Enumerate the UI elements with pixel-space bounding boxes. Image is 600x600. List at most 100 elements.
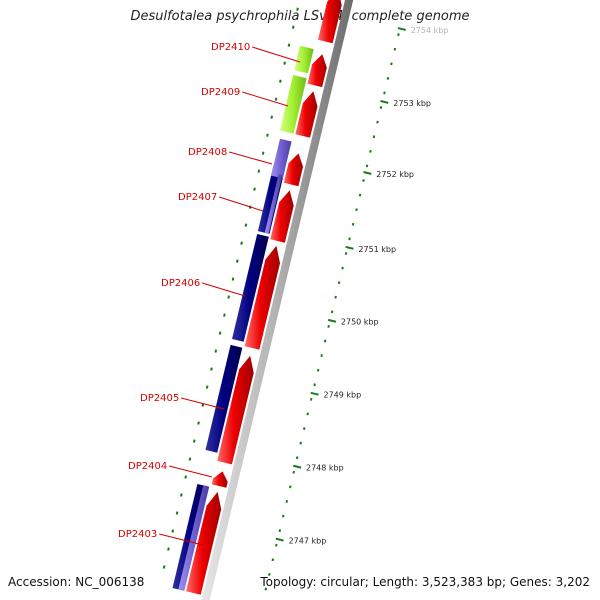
scale-minor-tick bbox=[355, 208, 358, 212]
gene-leader-line bbox=[252, 46, 301, 63]
inner-tick bbox=[162, 565, 166, 569]
inner-tick bbox=[210, 367, 213, 371]
gene-leader-line bbox=[242, 91, 289, 107]
gene-label[interactable]: DP2406 bbox=[161, 278, 200, 289]
genome-backbone bbox=[201, 0, 354, 600]
gene-label[interactable]: DP2410 bbox=[211, 42, 250, 53]
gene-label[interactable]: DP2408 bbox=[188, 147, 227, 158]
inner-tick bbox=[261, 151, 265, 155]
reverse-cds-block bbox=[232, 234, 269, 342]
gene-leader-line bbox=[159, 533, 204, 546]
scale-major-tick bbox=[345, 245, 354, 250]
inner-tick bbox=[167, 547, 170, 551]
scale-minor-tick bbox=[302, 427, 306, 430]
scale-minor-tick bbox=[268, 572, 271, 576]
scale-minor-tick bbox=[299, 441, 302, 445]
forward-cds-arrow bbox=[211, 471, 228, 488]
scale-minor-tick bbox=[386, 76, 390, 80]
scale-tick-label: 2748 kbp bbox=[306, 464, 344, 473]
inner-tick bbox=[184, 475, 187, 479]
scale-minor-tick bbox=[379, 106, 383, 110]
forward-cds-arrow bbox=[318, 0, 342, 44]
scale-minor-tick bbox=[313, 383, 316, 387]
inner-tick bbox=[266, 133, 269, 137]
inner-tick bbox=[218, 331, 222, 335]
inner-tick bbox=[253, 187, 256, 191]
inner-tick bbox=[240, 241, 243, 245]
inner-tick bbox=[171, 529, 175, 533]
inner-tick bbox=[296, 7, 299, 11]
genome-summary-text: Topology: circular; Length: 3,523,383 bp… bbox=[260, 575, 590, 589]
inner-tick bbox=[192, 439, 196, 443]
forward-cds-arrow bbox=[283, 153, 303, 187]
scale-minor-tick bbox=[397, 33, 400, 37]
scale-minor-tick bbox=[341, 266, 344, 270]
lime-feature-block bbox=[294, 45, 314, 74]
gene-leader-line bbox=[169, 465, 213, 478]
scale-minor-tick bbox=[275, 543, 278, 547]
inner-tick bbox=[257, 169, 261, 173]
inner-tick bbox=[223, 313, 226, 317]
gene-labels: DP2410 DP2409 DP2408 DP2407 DP2406 DP2405 DP24… bbox=[118, 42, 301, 546]
scale-minor-tick bbox=[306, 412, 309, 416]
scale-minor-tick bbox=[320, 354, 323, 358]
gene-leader-line bbox=[219, 196, 264, 212]
violet-feature-block bbox=[271, 138, 292, 179]
violet-feature-stripe bbox=[264, 174, 283, 234]
gene-label[interactable]: DP2407 bbox=[178, 192, 217, 203]
inner-tick bbox=[235, 259, 239, 263]
scale-minor-tick bbox=[393, 47, 397, 51]
scale-minor-tick bbox=[264, 587, 268, 591]
inner-tick bbox=[231, 277, 235, 281]
gene-label[interactable]: DP2409 bbox=[201, 87, 240, 98]
scale-minor-tick bbox=[348, 237, 351, 241]
scale-ticks: 2754 kbp 2753 kbp 2752 kbp 2751 kbp 2750 kbp… bbox=[162, 7, 448, 591]
forward-cds-arrow bbox=[307, 54, 327, 88]
inner-tick bbox=[188, 457, 192, 461]
scale-minor-tick bbox=[330, 310, 334, 314]
scale-minor-tick bbox=[288, 485, 292, 489]
scale-tick-label: 2753 kbp bbox=[393, 99, 431, 108]
scale-minor-tick bbox=[278, 529, 282, 533]
map-title: Desulfotalea psychrophila LSv54, complet… bbox=[130, 9, 470, 24]
scale-minor-tick bbox=[372, 135, 376, 139]
inner-tick bbox=[287, 43, 291, 47]
gene-label[interactable]: DP2404 bbox=[128, 461, 167, 472]
scale-minor-tick bbox=[285, 500, 289, 503]
inner-tick bbox=[270, 115, 274, 119]
gene-leader-line bbox=[229, 151, 273, 165]
scale-tick-label: 2751 kbp bbox=[358, 245, 396, 254]
scale-tick-label: 2749 kbp bbox=[324, 391, 362, 400]
gene-leader-line bbox=[202, 282, 246, 297]
scale-major-tick bbox=[363, 171, 372, 175]
scale-major-tick bbox=[310, 391, 319, 396]
scale-minor-tick bbox=[358, 193, 362, 197]
inner-tick bbox=[283, 61, 286, 65]
scale-minor-tick bbox=[365, 164, 369, 168]
forward-cds-arrow bbox=[295, 91, 318, 138]
accession-text: Accession: NC_006138 bbox=[8, 575, 145, 589]
forward-cds-arrow bbox=[270, 190, 294, 243]
scale-minor-tick bbox=[362, 179, 365, 182]
inner-tick bbox=[274, 97, 278, 101]
inner-tick bbox=[205, 385, 209, 389]
gene-leader-line bbox=[181, 397, 225, 410]
gene-label[interactable]: DP2403 bbox=[118, 529, 157, 540]
scale-minor-tick bbox=[295, 456, 299, 460]
scale-minor-tick bbox=[271, 558, 275, 562]
inner-tick bbox=[227, 295, 231, 299]
inner-tick bbox=[244, 223, 248, 227]
scale-minor-tick bbox=[323, 339, 327, 343]
scale-minor-tick bbox=[383, 91, 386, 95]
inner-tick bbox=[214, 349, 218, 353]
gene-label[interactable]: DP2405 bbox=[140, 393, 179, 404]
lime-feature-block bbox=[279, 75, 307, 134]
scale-minor-tick bbox=[369, 149, 372, 153]
scale-minor-tick bbox=[334, 295, 337, 299]
scale-major-tick bbox=[275, 537, 284, 542]
scale-minor-tick bbox=[316, 368, 320, 372]
scale-tick-label: 2747 kbp bbox=[289, 537, 327, 546]
forward-cds-arrow bbox=[217, 355, 254, 465]
inner-tick bbox=[180, 493, 183, 497]
reverse-cds-block bbox=[205, 344, 243, 453]
